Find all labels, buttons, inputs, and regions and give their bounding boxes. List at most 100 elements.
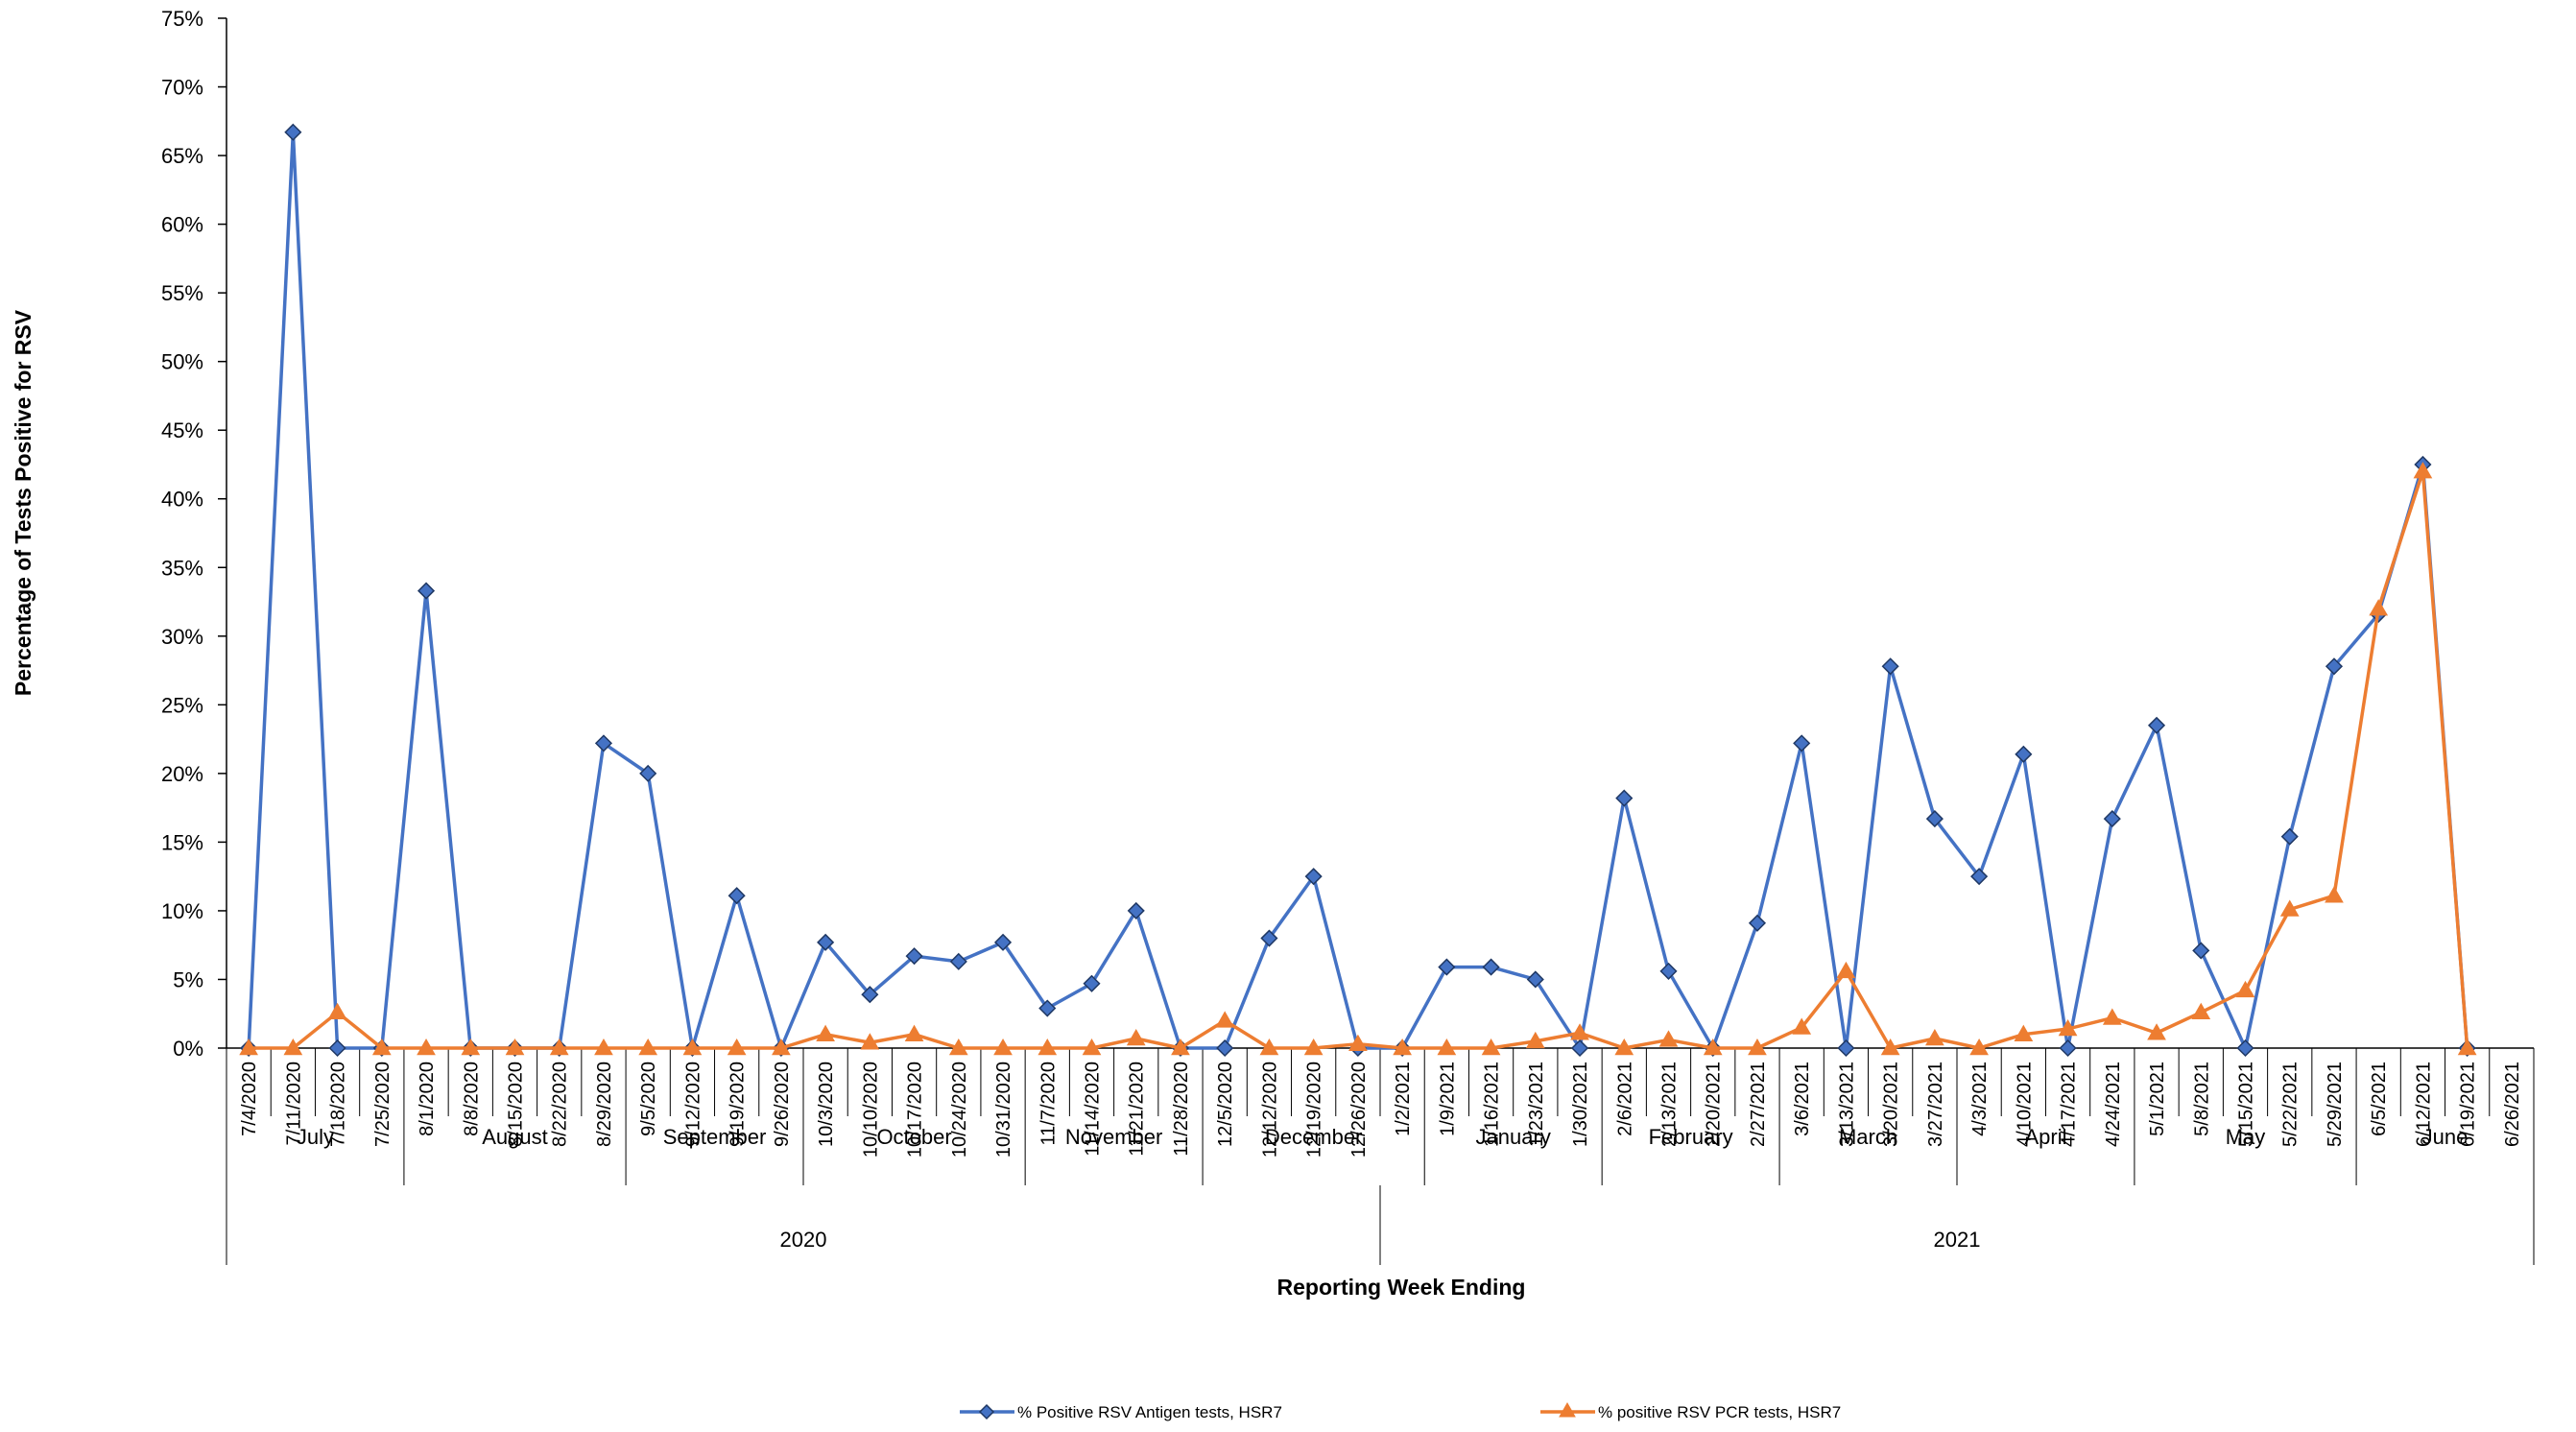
- data-point: [861, 986, 879, 1004]
- x-tick-label: 8/22/2020: [550, 1062, 571, 1147]
- data-point: [949, 952, 967, 970]
- legend-marker: [1559, 1401, 1576, 1418]
- x-tick-label: 12/5/2020: [1215, 1062, 1236, 1147]
- month-label: July: [297, 1125, 334, 1149]
- x-tick-label: 7/25/2020: [372, 1062, 394, 1147]
- data-point: [2014, 1024, 2034, 1041]
- y-axis-title: Percentage of Tests Positive for RSV: [11, 309, 36, 696]
- x-tick-label: 4/24/2021: [2103, 1062, 2124, 1147]
- data-point: [1748, 1038, 1767, 1056]
- x-tick-label: 8/15/2020: [506, 1062, 527, 1147]
- x-tick-label: 10/3/2020: [816, 1062, 837, 1147]
- x-tick-label: 3/6/2021: [1792, 1062, 1813, 1136]
- data-point: [904, 1024, 924, 1041]
- x-tick-label: 3/27/2021: [1925, 1062, 1946, 1147]
- x-tick-label: 7/18/2020: [328, 1062, 349, 1147]
- year-label: 2021: [1934, 1228, 1981, 1252]
- x-tick-label: 5/15/2021: [2236, 1062, 2257, 1147]
- y-tick-label: 25%: [161, 693, 203, 717]
- x-tick-label: 1/16/2021: [1482, 1062, 1503, 1147]
- data-point: [2235, 980, 2255, 998]
- y-tick-label: 5%: [173, 967, 203, 991]
- data-point: [594, 1038, 613, 1056]
- month-label: August: [482, 1125, 548, 1149]
- y-tick-label: 40%: [161, 488, 203, 512]
- x-tick-label: 1/2/2021: [1393, 1062, 1414, 1136]
- data-point: [1438, 958, 1456, 976]
- x-tick-label: 9/19/2020: [727, 1062, 749, 1147]
- month-label: June: [2422, 1125, 2469, 1149]
- series-line: [247, 130, 2469, 1050]
- y-tick-label: 35%: [161, 556, 203, 580]
- data-point: [371, 1038, 392, 1056]
- x-tick-label: 10/17/2020: [905, 1062, 926, 1158]
- data-point: [417, 582, 436, 600]
- y-tick-label: 70%: [161, 76, 203, 100]
- data-point: [1216, 1038, 1234, 1058]
- legend-label: % positive RSV PCR tests, HSR7: [1598, 1403, 1841, 1421]
- x-tick-label: 5/29/2021: [2325, 1062, 2346, 1147]
- x-tick-label: 8/29/2020: [594, 1062, 615, 1147]
- data-point: [2279, 899, 2300, 917]
- data-point: [1260, 929, 1278, 947]
- data-point: [1437, 1038, 1457, 1056]
- data-point: [1615, 789, 1634, 807]
- month-label: January: [1476, 1125, 1551, 1149]
- y-tick-label: 30%: [161, 625, 203, 649]
- x-tick-label: 5/8/2021: [2191, 1062, 2212, 1136]
- data-point: [2236, 1038, 2254, 1058]
- data-point: [239, 1038, 258, 1056]
- data-point: [2325, 657, 2344, 676]
- x-tick-label: 7/4/2020: [239, 1062, 260, 1136]
- month-label: March: [1839, 1125, 1897, 1149]
- x-tick-label: 9/5/2020: [638, 1062, 659, 1136]
- data-point: [860, 1033, 880, 1050]
- data-point: [1038, 999, 1057, 1017]
- y-tick-label: 60%: [161, 213, 203, 237]
- y-tick-label: 55%: [161, 281, 203, 305]
- data-point: [283, 1038, 303, 1056]
- data-point: [2325, 886, 2344, 903]
- data-point: [639, 764, 657, 782]
- data-point: [1793, 734, 1811, 752]
- axes: [226, 18, 2534, 1049]
- data-point: [1969, 1038, 1989, 1056]
- x-tick-label: 6/5/2021: [2369, 1062, 2390, 1136]
- data-point: [1570, 1038, 1589, 1058]
- data-point: [1570, 1023, 1589, 1040]
- data-point: [905, 947, 923, 966]
- data-point: [1393, 1038, 1412, 1056]
- y-tick-label: 50%: [161, 350, 203, 374]
- data-point: [1126, 1028, 1146, 1046]
- x-tick-label: 9/26/2020: [772, 1062, 793, 1147]
- x-tick-label: 2/13/2021: [1659, 1062, 1681, 1147]
- y-tick-label: 65%: [161, 144, 203, 168]
- y-tick-label: 0%: [173, 1037, 203, 1061]
- y-tick-label: 15%: [161, 830, 203, 854]
- data-point: [1481, 1038, 1501, 1056]
- data-point: [461, 1038, 481, 1056]
- month-label: October: [876, 1125, 951, 1149]
- data-point: [1880, 1038, 1900, 1056]
- x-tick-label: 1/9/2021: [1437, 1062, 1458, 1136]
- data-point: [2192, 942, 2210, 960]
- data-point: [2102, 1008, 2122, 1025]
- data-point: [594, 734, 613, 752]
- x-tick-label: 12/26/2020: [1348, 1062, 1370, 1158]
- data-point: [772, 1038, 791, 1056]
- y-axis-ticks: 0% 5% 10% 15% 20% 25% 30% 35% 40% 45% 50% 55% 60% 65%…: [161, 7, 227, 1061]
- data-point: [2369, 599, 2389, 616]
- y-tick-label: 10%: [161, 899, 203, 923]
- x-tick-label: 3/13/2021: [1836, 1062, 1857, 1147]
- series-layer: [239, 123, 2477, 1058]
- y-tick-label: 20%: [161, 762, 203, 786]
- data-point: [638, 1038, 658, 1056]
- data-point: [2457, 1038, 2477, 1056]
- data-point: [505, 1038, 525, 1056]
- series-group: [239, 462, 2477, 1056]
- data-point: [1083, 974, 1101, 992]
- data-point: [816, 1024, 835, 1041]
- data-point: [727, 1038, 747, 1056]
- x-tick-label: 5/22/2021: [2280, 1062, 2302, 1147]
